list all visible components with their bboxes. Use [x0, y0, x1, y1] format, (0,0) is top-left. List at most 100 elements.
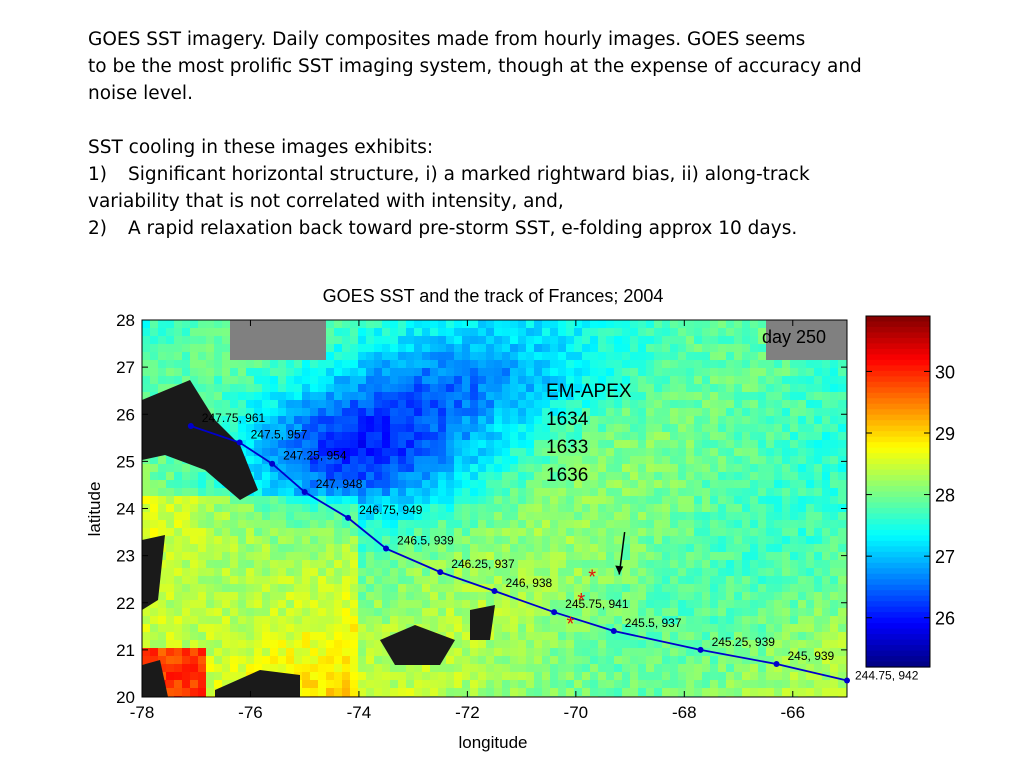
sst-cell: [710, 688, 719, 697]
sst-cell: [774, 440, 783, 449]
sst-cell: [694, 360, 703, 369]
sst-cell: [726, 464, 735, 473]
sst-cell: [334, 360, 343, 369]
sst-cell: [630, 392, 639, 401]
sst-cell: [374, 496, 383, 505]
sst-cell: [574, 448, 583, 457]
sst-cell: [782, 448, 791, 457]
sst-cell: [166, 576, 175, 585]
sst-cell: [558, 480, 567, 489]
sst-cell: [726, 392, 735, 401]
sst-cell: [622, 352, 631, 361]
sst-cell: [478, 536, 487, 545]
sst-cell: [174, 576, 183, 585]
sst-cell: [574, 544, 583, 553]
sst-cell: [334, 648, 343, 657]
sst-cell: [294, 376, 303, 385]
sst-cell: [598, 360, 607, 369]
track-point: [551, 609, 558, 616]
sst-cell: [262, 616, 271, 625]
sst-cell: [790, 456, 799, 465]
sst-cell: [582, 400, 591, 409]
sst-cell: [262, 504, 271, 513]
sst-cell: [766, 456, 775, 465]
sst-cell: [486, 344, 495, 353]
sst-cell: [606, 440, 615, 449]
sst-cell: [774, 512, 783, 521]
sst-cell: [694, 664, 703, 673]
sst-cell: [318, 400, 327, 409]
sst-cell: [446, 392, 455, 401]
sst-cell: [198, 600, 207, 609]
sst-cell: [830, 352, 839, 361]
sst-cell: [286, 632, 295, 641]
sst-cell: [582, 552, 591, 561]
sst-cell: [670, 424, 679, 433]
sst-cell: [190, 336, 199, 345]
sst-cell: [814, 536, 823, 545]
sst-cell: [238, 600, 247, 609]
sst-cell: [286, 512, 295, 521]
sst-cell: [718, 632, 727, 641]
sst-cell: [254, 656, 263, 665]
sst-cell: [790, 688, 799, 697]
sst-cell: [662, 400, 671, 409]
sst-cell: [358, 352, 367, 361]
sst-cell: [678, 320, 687, 329]
sst-cell: [614, 440, 623, 449]
sst-cell: [358, 392, 367, 401]
sst-cell: [614, 512, 623, 521]
sst-cell: [406, 576, 415, 585]
sst-cell: [542, 352, 551, 361]
colorbar-segment: [866, 420, 930, 427]
sst-cell: [158, 472, 167, 481]
sst-cell: [390, 664, 399, 673]
sst-cell: [550, 656, 559, 665]
sst-cell: [814, 344, 823, 353]
sst-cell: [646, 456, 655, 465]
sst-cell: [318, 656, 327, 665]
sst-cell: [142, 472, 151, 481]
sst-cell: [430, 536, 439, 545]
sst-cell: [414, 360, 423, 369]
sst-cell: [342, 440, 351, 449]
sst-cell: [710, 664, 719, 673]
sst-cell: [790, 608, 799, 617]
sst-cell: [662, 656, 671, 665]
sst-cell: [478, 376, 487, 385]
sst-cell: [518, 640, 527, 649]
sst-cell: [174, 608, 183, 617]
sst-cell: [254, 408, 263, 417]
sst-cell: [638, 640, 647, 649]
sst-cell: [446, 584, 455, 593]
sst-cell: [702, 664, 711, 673]
sst-cell: [406, 560, 415, 569]
sst-cell: [518, 488, 527, 497]
sst-cell: [494, 680, 503, 689]
sst-cell: [174, 552, 183, 561]
sst-cell: [318, 640, 327, 649]
sst-cell: [406, 384, 415, 393]
sst-cell: [598, 608, 607, 617]
sst-cell: [590, 456, 599, 465]
sst-cell: [702, 448, 711, 457]
sst-cell: [702, 408, 711, 417]
sst-cell: [774, 384, 783, 393]
sst-cell: [486, 376, 495, 385]
sst-cell: [494, 552, 503, 561]
sst-cell: [366, 376, 375, 385]
sst-cell: [534, 344, 543, 353]
sst-cell: [494, 424, 503, 433]
sst-cell: [838, 408, 847, 417]
sst-cell: [710, 560, 719, 569]
sst-cell: [438, 384, 447, 393]
sst-cell: [438, 576, 447, 585]
sst-cell: [574, 376, 583, 385]
sst-cell: [774, 472, 783, 481]
sst-cell: [718, 640, 727, 649]
sst-cell: [758, 536, 767, 545]
sst-cell: [326, 536, 335, 545]
sst-cell: [726, 584, 735, 593]
sst-cell: [262, 664, 271, 673]
sst-cell: [430, 616, 439, 625]
